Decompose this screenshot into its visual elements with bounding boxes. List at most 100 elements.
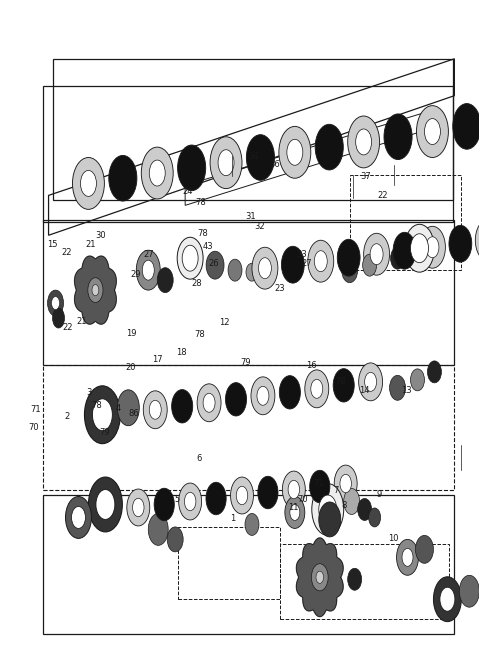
Ellipse shape	[141, 147, 173, 199]
Ellipse shape	[342, 258, 358, 283]
Text: 27: 27	[144, 250, 155, 259]
Ellipse shape	[167, 527, 183, 552]
Ellipse shape	[136, 250, 160, 290]
Text: 11: 11	[288, 502, 299, 512]
Ellipse shape	[316, 571, 324, 583]
Ellipse shape	[453, 104, 480, 149]
Ellipse shape	[314, 251, 327, 272]
Text: 78: 78	[194, 330, 204, 339]
Ellipse shape	[84, 386, 120, 443]
Ellipse shape	[337, 239, 360, 276]
Ellipse shape	[72, 506, 85, 529]
Text: 78: 78	[195, 198, 206, 207]
Text: 21: 21	[77, 317, 87, 326]
Ellipse shape	[148, 514, 168, 545]
Ellipse shape	[410, 369, 424, 391]
Text: 27: 27	[302, 259, 312, 268]
Ellipse shape	[149, 400, 161, 419]
Ellipse shape	[393, 232, 416, 269]
Ellipse shape	[288, 480, 300, 499]
Text: 78: 78	[91, 401, 102, 410]
Ellipse shape	[424, 119, 441, 144]
Text: 22: 22	[62, 323, 73, 333]
Ellipse shape	[236, 486, 248, 504]
Ellipse shape	[433, 577, 461, 622]
Ellipse shape	[334, 465, 357, 502]
Ellipse shape	[258, 476, 278, 509]
Ellipse shape	[305, 370, 329, 408]
Ellipse shape	[417, 106, 448, 157]
Ellipse shape	[81, 171, 96, 196]
Text: 26: 26	[208, 259, 219, 268]
Text: 13: 13	[401, 386, 412, 396]
Ellipse shape	[312, 483, 344, 535]
Ellipse shape	[440, 587, 455, 611]
Text: 79: 79	[240, 358, 251, 367]
Ellipse shape	[405, 224, 434, 272]
Text: 79: 79	[100, 428, 110, 437]
Ellipse shape	[459, 575, 480, 607]
Ellipse shape	[203, 394, 215, 412]
Ellipse shape	[251, 377, 275, 415]
Text: 10: 10	[388, 534, 398, 543]
Text: 15: 15	[47, 240, 58, 249]
Text: 33: 33	[296, 250, 307, 259]
Text: 2: 2	[64, 413, 70, 421]
Polygon shape	[296, 538, 343, 617]
Text: 29: 29	[131, 270, 141, 279]
Ellipse shape	[177, 237, 203, 279]
Ellipse shape	[364, 234, 390, 275]
Text: 78: 78	[335, 377, 346, 386]
Ellipse shape	[449, 225, 472, 262]
Ellipse shape	[319, 495, 336, 524]
Text: 30: 30	[95, 231, 106, 239]
Ellipse shape	[420, 226, 445, 268]
Ellipse shape	[65, 497, 91, 539]
Ellipse shape	[290, 504, 300, 520]
Text: 34: 34	[248, 152, 259, 161]
Text: 4: 4	[115, 404, 120, 413]
Text: 22: 22	[377, 192, 388, 200]
Ellipse shape	[279, 127, 311, 178]
Text: 8: 8	[342, 501, 347, 510]
Ellipse shape	[312, 564, 328, 591]
Ellipse shape	[206, 482, 226, 515]
Ellipse shape	[182, 245, 198, 271]
Ellipse shape	[396, 539, 419, 575]
Ellipse shape	[311, 379, 323, 398]
Ellipse shape	[245, 514, 259, 535]
Ellipse shape	[348, 568, 361, 590]
Polygon shape	[74, 256, 116, 324]
Ellipse shape	[358, 499, 372, 520]
Ellipse shape	[88, 477, 122, 532]
Ellipse shape	[359, 363, 383, 401]
Ellipse shape	[109, 155, 137, 201]
Ellipse shape	[246, 263, 258, 281]
Ellipse shape	[184, 492, 196, 511]
Ellipse shape	[287, 139, 303, 165]
Ellipse shape	[246, 134, 275, 180]
Text: 21: 21	[85, 240, 96, 249]
Ellipse shape	[344, 489, 360, 514]
Text: 28: 28	[192, 279, 202, 288]
Ellipse shape	[285, 497, 305, 529]
Ellipse shape	[384, 114, 412, 159]
Ellipse shape	[142, 260, 154, 280]
Ellipse shape	[410, 234, 429, 262]
Ellipse shape	[333, 369, 354, 402]
Ellipse shape	[281, 246, 304, 283]
Ellipse shape	[132, 499, 144, 517]
Ellipse shape	[416, 535, 433, 564]
Text: 71: 71	[313, 479, 324, 488]
Ellipse shape	[218, 150, 234, 176]
Ellipse shape	[390, 375, 406, 400]
Ellipse shape	[92, 285, 99, 296]
Ellipse shape	[257, 386, 269, 405]
Ellipse shape	[319, 502, 341, 537]
Text: 36: 36	[269, 160, 280, 169]
Ellipse shape	[363, 255, 377, 276]
Ellipse shape	[391, 247, 405, 269]
Ellipse shape	[252, 247, 278, 289]
Text: 19: 19	[126, 329, 136, 338]
Ellipse shape	[117, 390, 139, 426]
